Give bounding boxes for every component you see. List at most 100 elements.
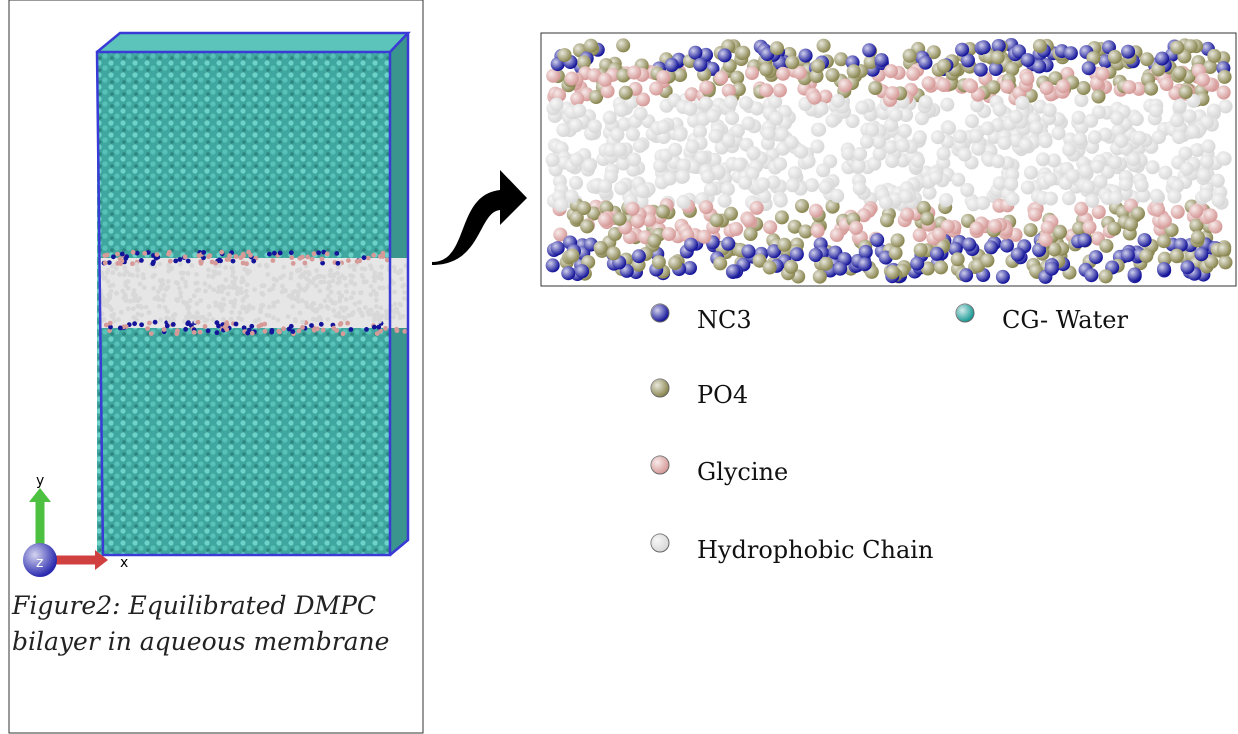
bead: [402, 296, 407, 301]
bead-shine: [1062, 143, 1076, 157]
legend-label: PO4: [697, 381, 748, 409]
bead: [931, 130, 945, 144]
bead: [336, 261, 341, 266]
bead: [657, 120, 671, 134]
bead-shine: [915, 111, 929, 125]
bead-shine: [1114, 134, 1128, 148]
bead-shine: [980, 254, 994, 268]
bead: [164, 287, 169, 292]
bead: [310, 257, 315, 262]
bead-shine: [937, 59, 951, 73]
bead: [1033, 39, 1047, 53]
bead-shine: [900, 208, 914, 222]
bead-shine: [1171, 205, 1185, 219]
bead: [594, 241, 608, 255]
bead-shine: [683, 102, 697, 116]
bead: [320, 257, 325, 262]
bead: [115, 252, 120, 257]
bead: [770, 41, 784, 55]
bead-shine: [668, 256, 682, 270]
bead: [1218, 70, 1232, 84]
bead: [1160, 77, 1174, 91]
bead: [718, 194, 732, 208]
bead-shine: [1085, 194, 1099, 208]
bead-shine: [1212, 193, 1226, 207]
bead: [124, 254, 129, 259]
bead: [368, 263, 373, 268]
bead: [147, 310, 152, 315]
bead: [246, 250, 251, 255]
bead-shine: [788, 166, 802, 180]
bead: [937, 59, 951, 73]
bead: [860, 135, 874, 149]
bead: [155, 295, 160, 300]
bead: [583, 159, 597, 173]
bead-shine: [870, 233, 884, 247]
bead: [217, 263, 222, 268]
bead: [300, 320, 305, 325]
bead: [323, 298, 328, 303]
bead: [271, 258, 276, 263]
bead: [196, 287, 201, 292]
bead: [394, 307, 399, 312]
bead-shine: [813, 270, 827, 284]
bead: [724, 207, 738, 221]
bead: [962, 238, 976, 252]
bead: [1079, 164, 1093, 178]
bead: [264, 263, 269, 268]
bead: [919, 95, 933, 109]
bead: [699, 96, 713, 110]
bead-shine: [1146, 160, 1160, 174]
bead-shine: [811, 224, 825, 238]
bead-shine: [769, 112, 783, 126]
bead-shine: [738, 176, 752, 190]
bead: [250, 331, 255, 336]
bead: [1149, 104, 1163, 118]
bead-shine: [1021, 53, 1035, 67]
bead: [201, 250, 206, 255]
bead: [318, 317, 323, 322]
bead: [964, 79, 978, 93]
bead-shine: [598, 73, 612, 87]
bead: [1028, 208, 1042, 222]
bead: [152, 273, 157, 278]
bead-shine: [577, 201, 591, 215]
bead-shine: [875, 53, 889, 67]
bead-shine: [718, 48, 732, 62]
bead: [1004, 177, 1018, 191]
bead: [853, 181, 867, 195]
bead: [763, 261, 777, 275]
bead: [615, 103, 629, 117]
bead-shine: [1155, 52, 1169, 66]
bead: [379, 276, 384, 281]
bead-shine: [838, 79, 852, 93]
bead: [363, 267, 368, 272]
bead: [144, 305, 149, 310]
bead: [195, 311, 200, 316]
bead: [276, 318, 281, 323]
bead-shine: [872, 135, 886, 149]
bead-shine: [1119, 177, 1133, 191]
bead: [1217, 86, 1231, 100]
bead: [198, 330, 203, 335]
bead: [1045, 262, 1059, 276]
bead-shine: [809, 204, 823, 218]
bead: [296, 299, 301, 304]
bead: [312, 308, 317, 313]
bead-shine: [795, 199, 809, 213]
bead-shine: [1139, 249, 1153, 263]
bead-shine: [636, 184, 650, 198]
bead-shine: [575, 264, 589, 278]
bead: [1108, 155, 1122, 169]
bead-shine: [884, 64, 898, 78]
bead-shine: [919, 56, 933, 70]
legend-swatch-shine: [956, 304, 974, 322]
bead: [951, 252, 965, 266]
bead: [1140, 52, 1154, 66]
bead: [221, 303, 226, 308]
bead: [374, 293, 379, 298]
bead: [984, 240, 998, 254]
bead-shine: [736, 46, 750, 60]
bead: [363, 305, 368, 310]
bead: [185, 321, 190, 326]
